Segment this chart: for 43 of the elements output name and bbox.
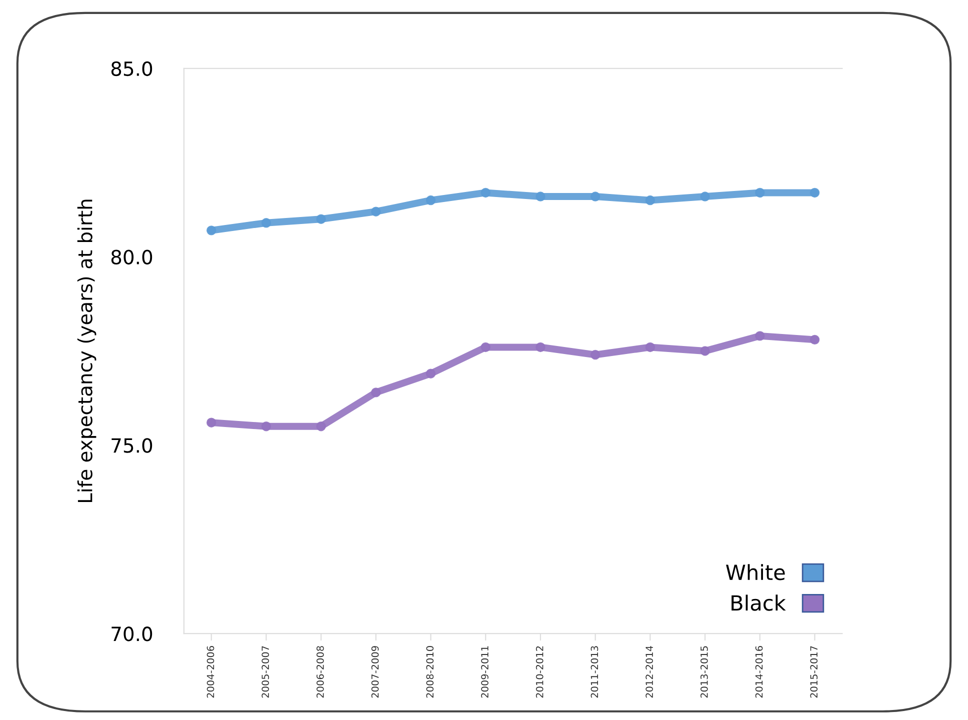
point bbox=[810, 334, 820, 345]
point bbox=[261, 218, 272, 228]
y-axis-title: Life expectancy (years) at birth bbox=[77, 200, 96, 502]
point bbox=[590, 192, 600, 202]
point bbox=[536, 192, 546, 202]
point bbox=[810, 188, 820, 198]
point bbox=[590, 350, 600, 360]
point bbox=[700, 192, 710, 202]
x-tick-label: 2009-2011 bbox=[481, 646, 488, 698]
point bbox=[206, 418, 216, 428]
point bbox=[536, 342, 546, 352]
x-tick-label: 2015-2017 bbox=[810, 646, 818, 698]
point bbox=[371, 206, 381, 216]
point bbox=[426, 195, 436, 206]
x-tick-label: 2014-2016 bbox=[755, 646, 763, 698]
point bbox=[645, 342, 656, 352]
x-tick-label: 2011-2013 bbox=[590, 646, 598, 698]
point bbox=[755, 188, 765, 198]
y-tick-label: 70.0 bbox=[112, 626, 152, 642]
x-tick-label: 2013-2015 bbox=[700, 646, 708, 698]
point bbox=[316, 214, 326, 224]
point bbox=[371, 388, 381, 398]
point bbox=[480, 342, 490, 352]
legend-label: White bbox=[726, 564, 785, 580]
x-tick-label: 2012-2014 bbox=[646, 646, 653, 698]
point bbox=[316, 422, 326, 432]
point bbox=[700, 346, 710, 356]
point bbox=[206, 226, 216, 236]
x-tick-label: 2007-2009 bbox=[371, 646, 379, 698]
y-tick-label: 85.0 bbox=[111, 61, 152, 76]
point bbox=[426, 368, 436, 378]
legend-label: Black bbox=[732, 594, 786, 611]
x-tick-label: 2010-2012 bbox=[536, 646, 544, 698]
x-tick-label: 2006-2008 bbox=[316, 646, 324, 698]
point bbox=[261, 422, 272, 432]
point bbox=[755, 331, 765, 341]
y-tick-label: 80.0 bbox=[111, 250, 152, 264]
point bbox=[480, 188, 490, 198]
x-tick-label: 2004-2006 bbox=[206, 646, 214, 698]
x-tick-label: 2008-2010 bbox=[426, 646, 434, 698]
x-tick-label: 2005-2007 bbox=[262, 646, 270, 698]
point bbox=[645, 195, 656, 206]
y-tick-label: 75.0 bbox=[112, 438, 152, 453]
